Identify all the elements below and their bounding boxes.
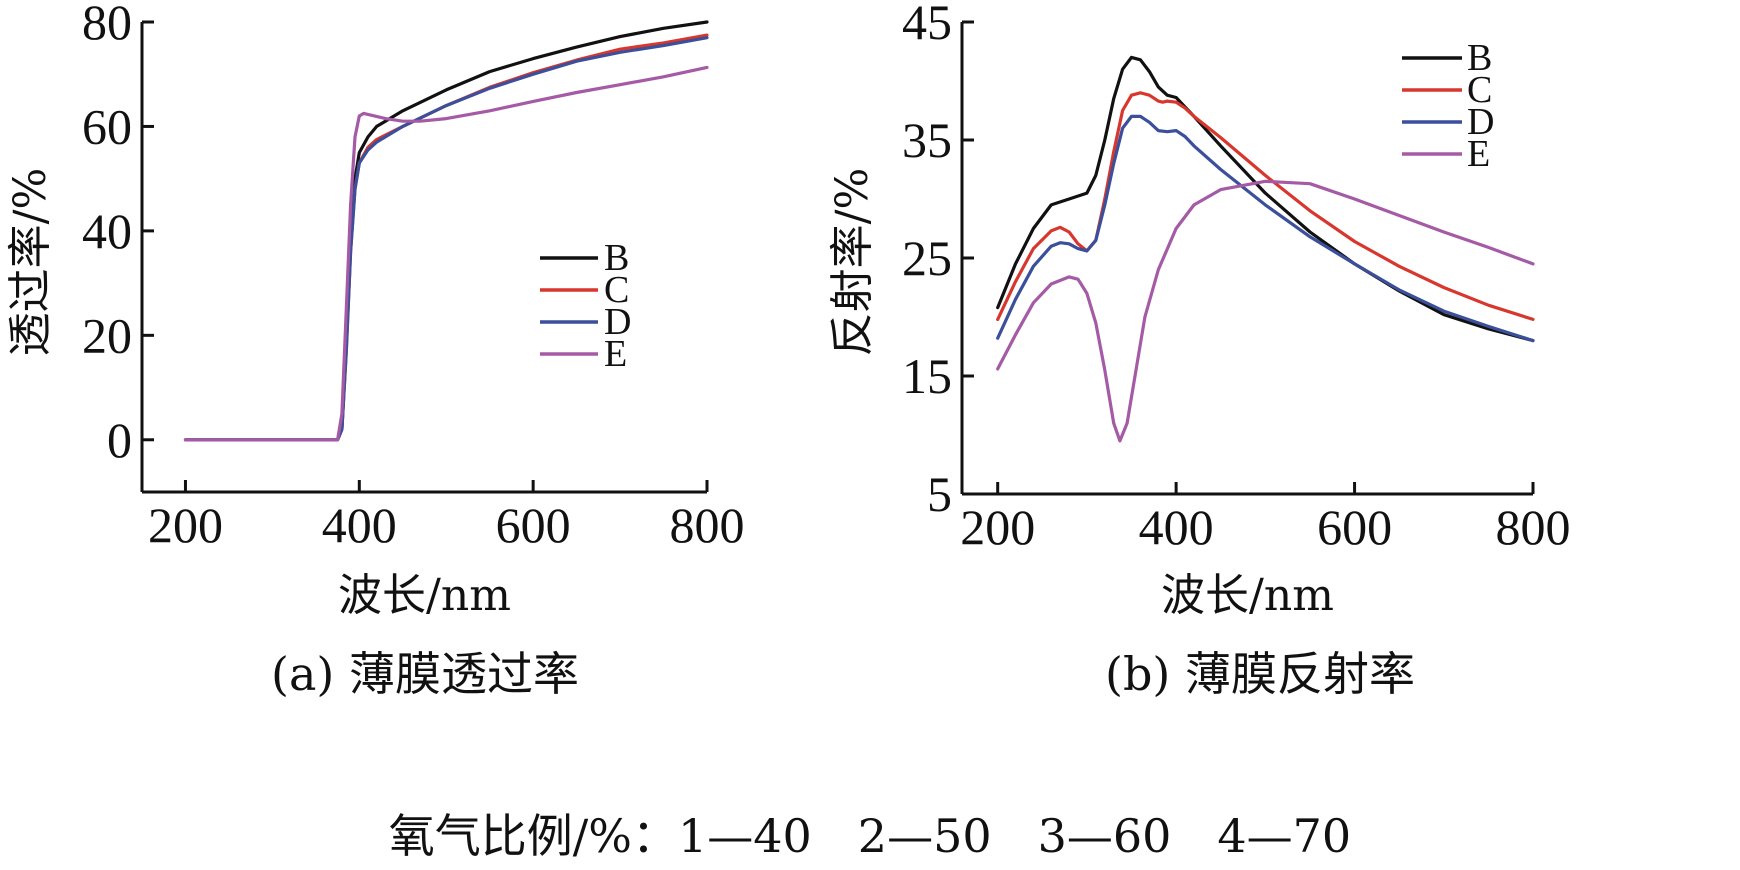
- chart-b-x-tick-label: 200: [960, 499, 1035, 555]
- chart-b-legend-label-C: C: [1467, 69, 1492, 111]
- chart-b-y-tick-label: 15: [902, 348, 952, 404]
- chart-b-y-axis-title: 反射率/%: [827, 168, 878, 357]
- chart-b-legend-label-B: B: [1467, 37, 1492, 79]
- chart-b-series-D-line: [996, 114, 1535, 343]
- chart-b-y-tick-label: 25: [902, 230, 952, 286]
- chart-a-y-axis-title: 透过率/%: [5, 168, 56, 357]
- chart-a-x-tick-label: 400: [322, 497, 397, 553]
- chart-a-x-tick-label: 800: [670, 497, 745, 553]
- chart-a-series-E-line: [183, 65, 709, 442]
- chart-b-y-tick-label: 45: [902, 0, 952, 50]
- chart-b-x-tick-label: 600: [1317, 499, 1392, 555]
- chart-a-legend-label-B: B: [604, 237, 629, 279]
- chart-b-series-E-line: [996, 179, 1535, 443]
- chart-a-y-tick-label: 20: [82, 307, 132, 363]
- chart-a-y-tick-label: 60: [82, 98, 132, 154]
- chart-b-series-B-line: [996, 55, 1535, 343]
- chart-b-legend-label-E: E: [1467, 133, 1490, 175]
- chart-a-x-tick-label: 600: [496, 497, 571, 553]
- chart-a-y-tick-label: 40: [82, 203, 132, 259]
- chart-b-legend-label-D: D: [1467, 101, 1494, 143]
- chart-a-legend-label-C: C: [604, 269, 629, 311]
- chart-a-x-axis-title: 波长/nm: [338, 570, 511, 621]
- chart-a-x-tick-label: 200: [148, 497, 223, 553]
- chart-a-legend-label-E: E: [604, 333, 627, 375]
- chart-b-x-tick-label: 400: [1139, 499, 1214, 555]
- reflectance-chart: 5 15 25 35 45 200 400 600 800 波长/nm 反射率/% (b) 薄膜反射率…: [827, 0, 1571, 701]
- chart-b-caption: (b) 薄膜反射率: [1105, 647, 1415, 701]
- chart-a-caption: (a) 薄膜透过率: [271, 647, 579, 701]
- chart-a-y-tick-label: 80: [82, 0, 132, 50]
- oxygen-ratio-footnote: 氧气比例/%：1—40 2—50 3—60 4—70: [389, 809, 1351, 863]
- chart-b-x-tick-label: 800: [1496, 499, 1571, 555]
- transmittance-chart: 0 20 40 60 80 200 400 600 800 波长/nm 透过率/% (a) 薄膜透过率…: [5, 0, 745, 701]
- chart-b-y-tick-label: 5: [927, 466, 952, 522]
- chart-a-legend-label-D: D: [604, 301, 631, 343]
- chart-b-x-axis-title: 波长/nm: [1161, 570, 1334, 621]
- chart-b-y-tick-label: 35: [902, 112, 952, 168]
- chart-a-y-tick-label: 0: [107, 412, 132, 468]
- chart-b-series-C-line: [996, 91, 1535, 321]
